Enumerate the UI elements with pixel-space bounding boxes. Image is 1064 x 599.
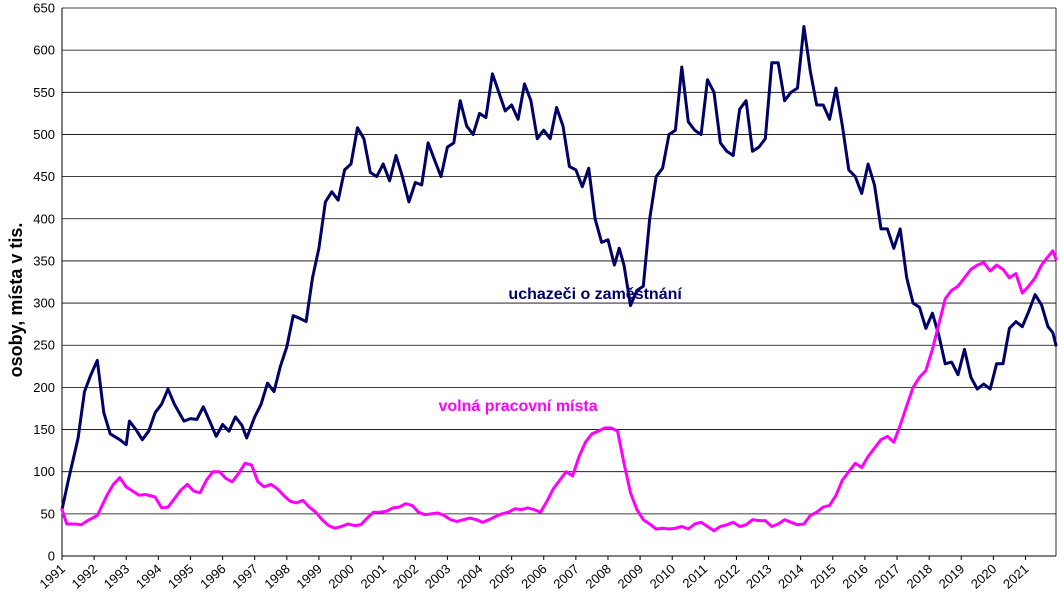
x-tick-label: 2008	[582, 561, 614, 591]
x-tick-label: 2006	[518, 561, 550, 591]
y-tick-label: 250	[33, 338, 55, 353]
x-tick-label: 2003	[422, 561, 454, 591]
y-tick-label: 400	[33, 211, 55, 226]
x-tick-label: 2011	[680, 561, 711, 591]
x-tick-label: 1995	[165, 561, 197, 591]
series-label-1: uchazeči o zaměstnání	[508, 286, 682, 303]
x-tick-label: 1994	[133, 561, 165, 591]
y-tick-label: 350	[33, 253, 55, 268]
y-tick-label: 550	[33, 85, 55, 100]
x-tick-label: 2014	[775, 561, 807, 591]
y-tick-labels: 0 50 100 150 200 250 300 350 400 450 500 550 600 650	[33, 1, 55, 564]
y-tick-label: 650	[33, 1, 55, 16]
x-tick-label: 2001	[358, 561, 390, 591]
y-tick-label: 0	[48, 549, 55, 564]
x-tick-label: 2020	[968, 561, 1000, 591]
x-tick-label: 2000	[326, 561, 358, 591]
x-tick-label: 2007	[550, 561, 582, 591]
series-lines	[60, 25, 1058, 533]
x-tick-label: 1998	[261, 561, 293, 591]
x-tick-label: 1993	[101, 561, 133, 591]
x-tick-label: 2013	[743, 561, 775, 591]
x-tick-label: 2016	[839, 561, 871, 591]
axes	[61, 8, 1057, 560]
series-label-2: volná pracovní místa	[438, 398, 597, 415]
x-tick-label: 2017	[872, 561, 904, 591]
x-tick-label: 2018	[904, 561, 936, 591]
x-tick-label: 2005	[486, 561, 518, 591]
x-tick-label: 1991	[36, 561, 68, 591]
y-tick-label: 600	[33, 43, 55, 58]
series-labels: uchazeči o zaměstnání volná pracovní míst…	[438, 286, 682, 415]
x-tick-label: 2010	[647, 561, 679, 591]
y-tick-label: 50	[41, 506, 55, 521]
series-line-1	[60, 25, 1058, 512]
series-line-2	[60, 249, 1058, 533]
x-tick-label: 2002	[390, 561, 422, 591]
x-tick-labels: 1991 1992 1993 1994 1995 1996 1997 1998 1999 2000…	[36, 561, 1031, 591]
x-tick-label: 1999	[293, 561, 325, 591]
x-tick-label: 1996	[197, 561, 229, 591]
y-tick-label: 150	[33, 422, 55, 437]
y-tick-label: 100	[33, 464, 55, 479]
x-tick-label: 2009	[615, 561, 647, 591]
grid-lines	[62, 7, 1056, 515]
y-tick-label: 200	[33, 380, 55, 395]
x-tick-label: 2019	[936, 561, 968, 591]
y-tick-label: 450	[33, 169, 55, 184]
x-tick-label: 2021	[1000, 561, 1032, 591]
x-tick-label: 2012	[711, 561, 743, 591]
x-tick-label: 1992	[69, 561, 101, 591]
y-tick-label: 300	[33, 296, 55, 311]
x-tick-label: 2004	[454, 561, 486, 591]
x-tick-label: 1997	[229, 561, 261, 591]
y-axis-label: osoby, místa v tis.	[6, 223, 26, 378]
x-tick-label: 2015	[807, 561, 839, 591]
y-tick-label: 500	[33, 127, 55, 142]
